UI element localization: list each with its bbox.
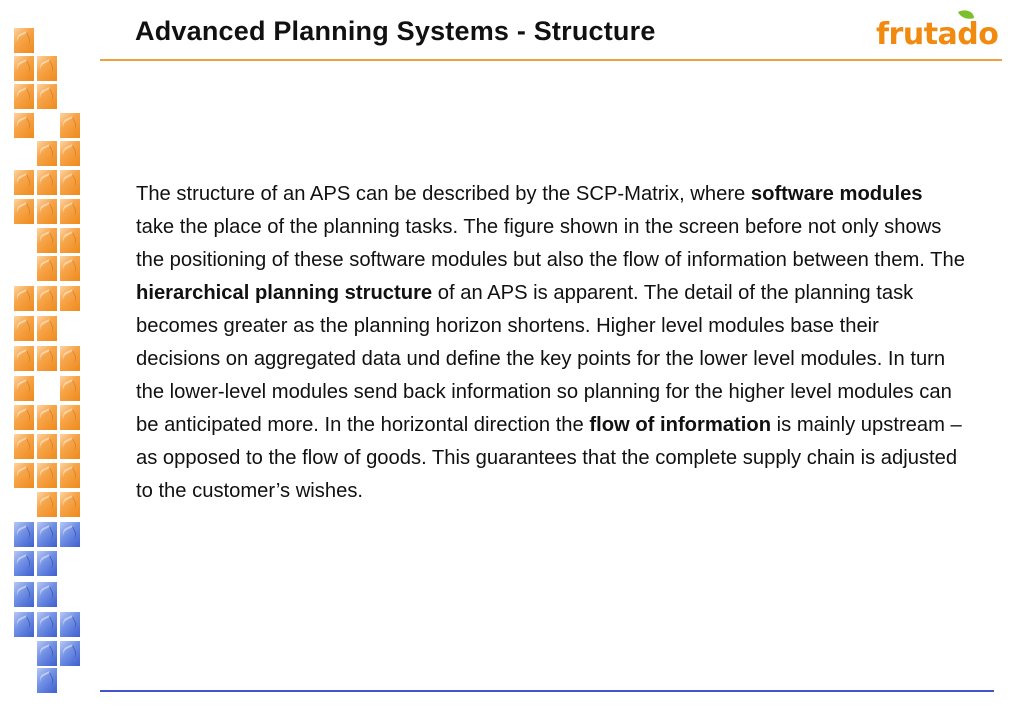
decorative-tile-column — [0, 0, 90, 710]
decorative-tile — [60, 228, 80, 253]
decorative-tile — [14, 113, 34, 138]
paragraph-text: of an APS is apparent. The detail of the… — [136, 282, 952, 436]
emphasis-flow-of-information: flow of information — [589, 414, 772, 436]
decorative-tile — [60, 286, 80, 311]
decorative-tile — [14, 84, 34, 109]
decorative-tile — [14, 199, 34, 224]
paragraph-text: take the place of the planning tasks. Th… — [136, 216, 965, 271]
paragraph-text: is mainly upstream – as opposed to the f… — [136, 414, 962, 502]
decorative-tile — [37, 256, 57, 281]
header-divider — [100, 59, 1002, 61]
decorative-tile — [37, 551, 57, 576]
body-paragraph: The structure of an APS can be described… — [136, 178, 966, 508]
decorative-tile — [37, 641, 57, 666]
decorative-tile — [37, 463, 57, 488]
decorative-tile — [60, 170, 80, 195]
decorative-tile — [14, 612, 34, 637]
decorative-tile — [60, 492, 80, 517]
decorative-tile — [37, 141, 57, 166]
decorative-tile — [60, 199, 80, 224]
decorative-tile — [60, 256, 80, 281]
decorative-tile — [37, 434, 57, 459]
decorative-tile — [37, 316, 57, 341]
decorative-tile — [37, 582, 57, 607]
decorative-tile — [14, 551, 34, 576]
decorative-tile — [14, 316, 34, 341]
decorative-tile — [14, 170, 34, 195]
decorative-tile — [37, 668, 57, 693]
decorative-tile — [60, 346, 80, 371]
decorative-tile — [14, 346, 34, 371]
decorative-tile — [37, 170, 57, 195]
decorative-tile — [60, 612, 80, 637]
slide-title: Advanced Planning Systems - Structure — [135, 16, 656, 46]
footer-divider — [100, 690, 994, 692]
decorative-tile — [37, 346, 57, 371]
decorative-tile — [14, 463, 34, 488]
decorative-tile — [14, 28, 34, 53]
emphasis-hierarchical-planning-structure: hierarchical planning structure — [136, 282, 433, 304]
decorative-tile — [60, 434, 80, 459]
decorative-tile — [37, 56, 57, 81]
decorative-tile — [37, 286, 57, 311]
decorative-tile — [37, 84, 57, 109]
decorative-tile — [14, 405, 34, 430]
decorative-tile — [14, 522, 34, 547]
decorative-tile — [60, 376, 80, 401]
decorative-tile — [37, 522, 57, 547]
emphasis-software-modules: software modules — [750, 183, 923, 205]
decorative-tile — [37, 612, 57, 637]
decorative-tile — [37, 492, 57, 517]
decorative-tile — [60, 113, 80, 138]
decorative-tile — [60, 141, 80, 166]
frutado-logo: frutado — [876, 10, 999, 52]
decorative-tile — [14, 56, 34, 81]
decorative-tile — [14, 434, 34, 459]
decorative-tile — [37, 228, 57, 253]
decorative-tile — [60, 463, 80, 488]
decorative-tile — [60, 522, 80, 547]
paragraph-text: The structure of an APS can be described… — [136, 183, 751, 205]
decorative-tile — [60, 405, 80, 430]
decorative-tile — [37, 405, 57, 430]
decorative-tile — [14, 582, 34, 607]
decorative-tile — [60, 641, 80, 666]
logo-text: frutado — [876, 17, 998, 52]
decorative-tile — [14, 376, 34, 401]
decorative-tile — [37, 199, 57, 224]
decorative-tile — [14, 286, 34, 311]
